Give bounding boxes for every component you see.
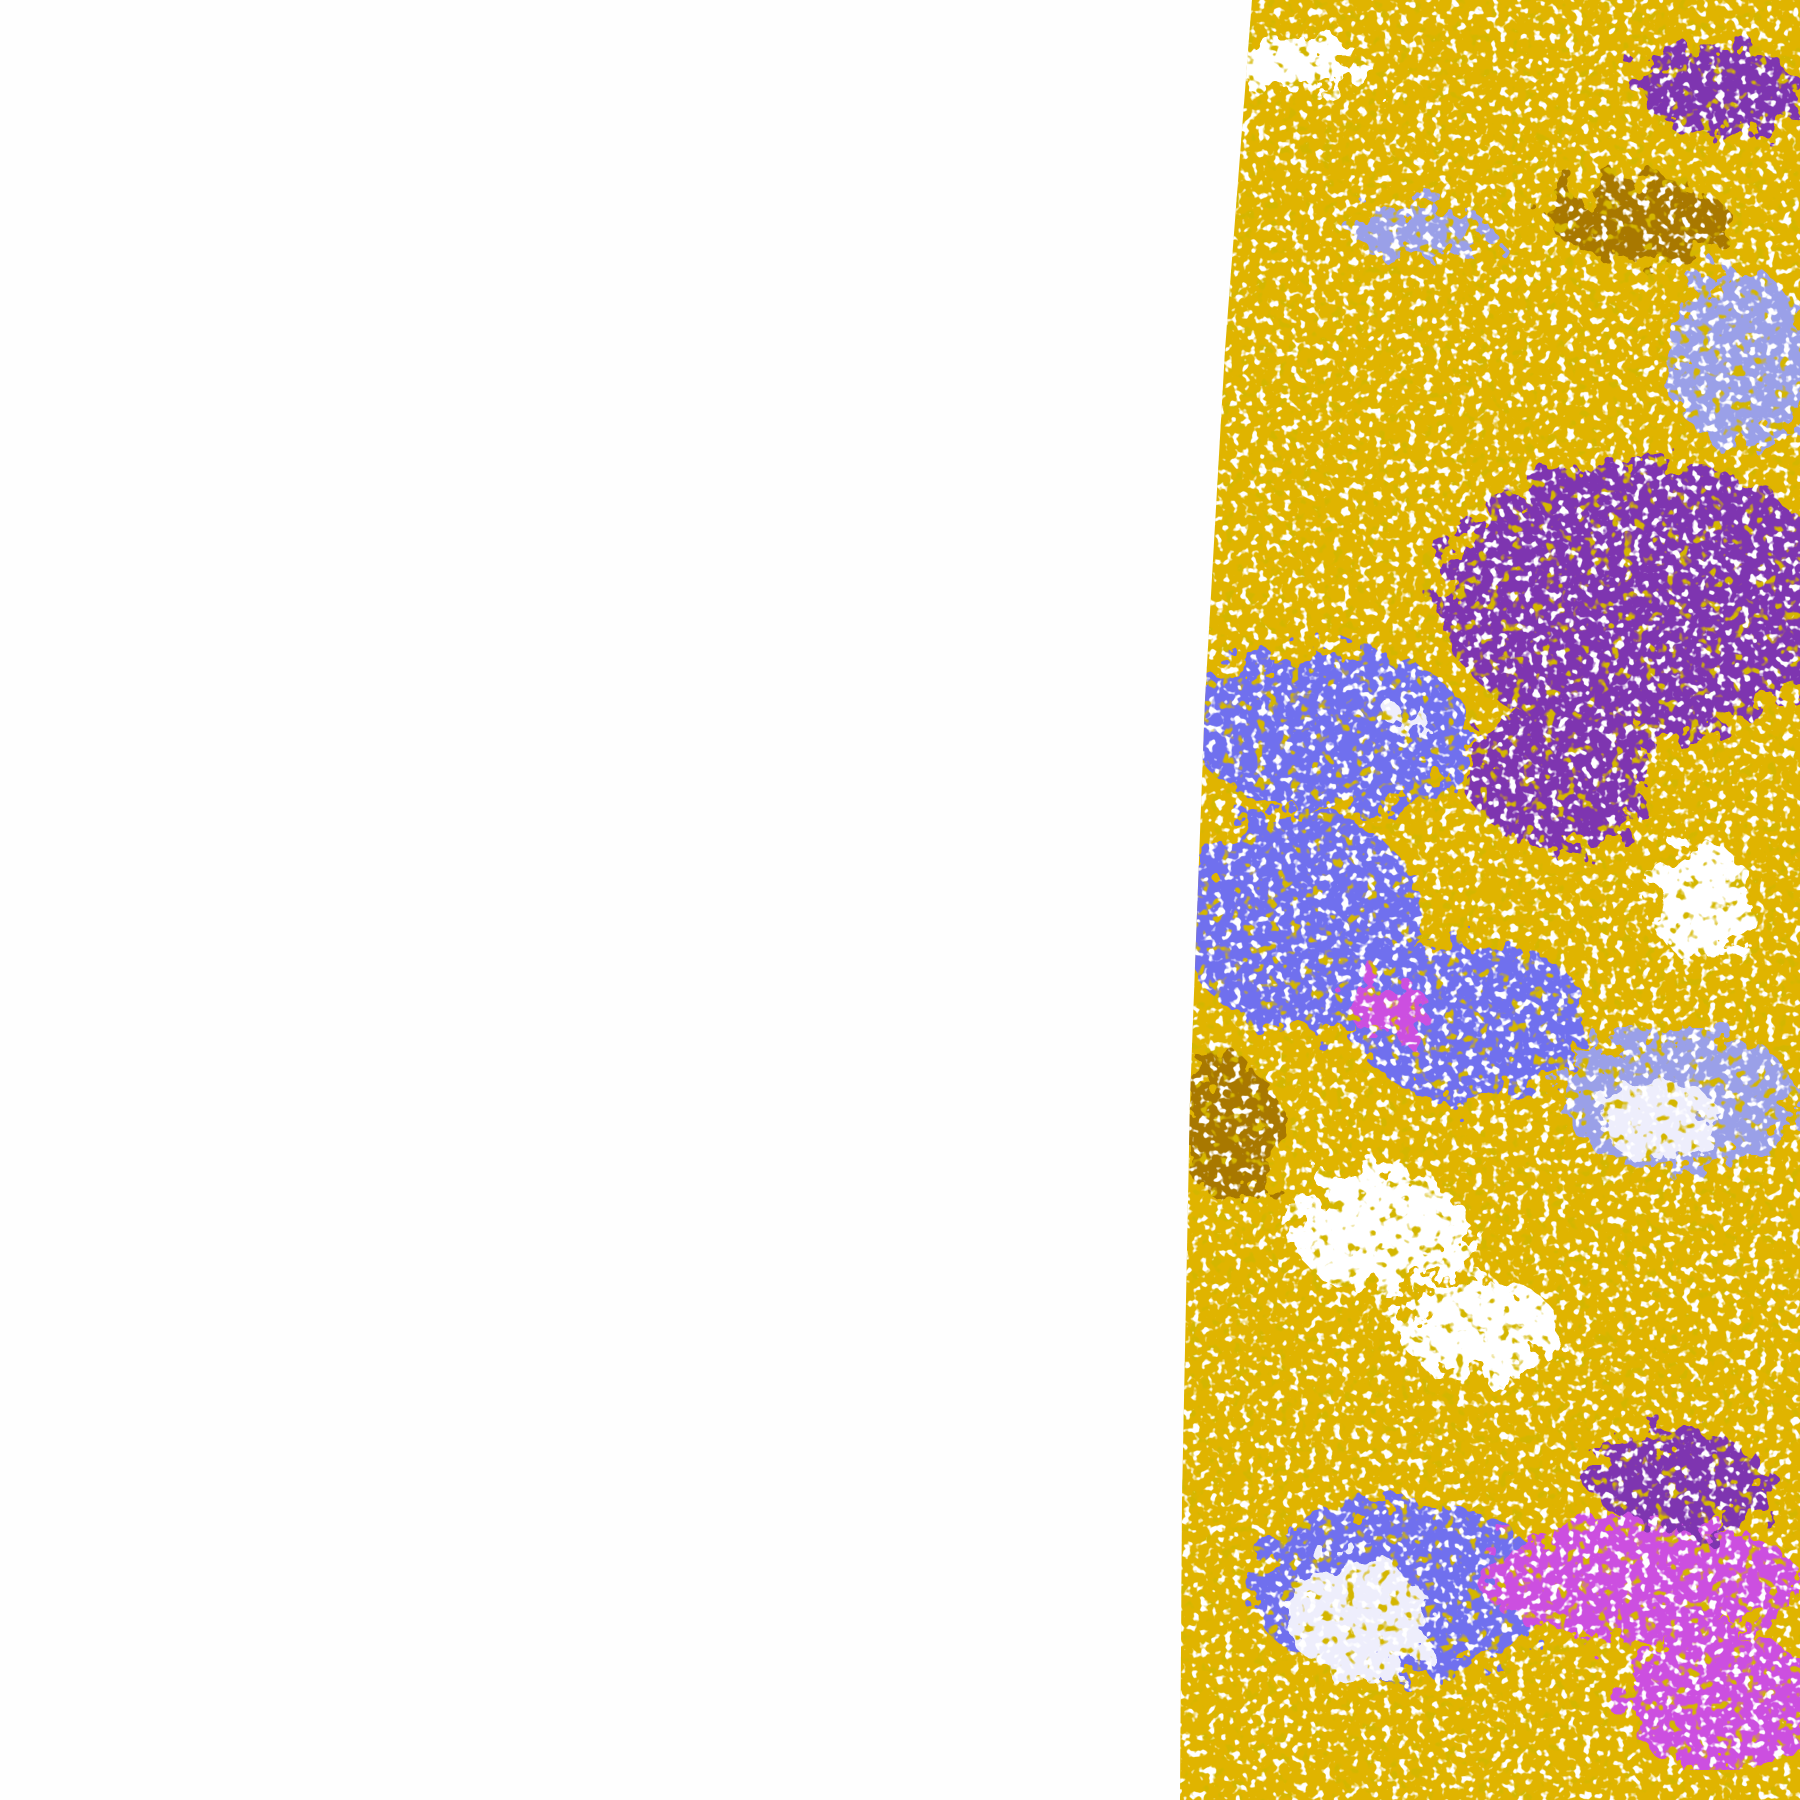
clear-sky-speckle-layer bbox=[1180, 0, 1800, 1800]
swath-content bbox=[1180, 0, 1800, 1800]
